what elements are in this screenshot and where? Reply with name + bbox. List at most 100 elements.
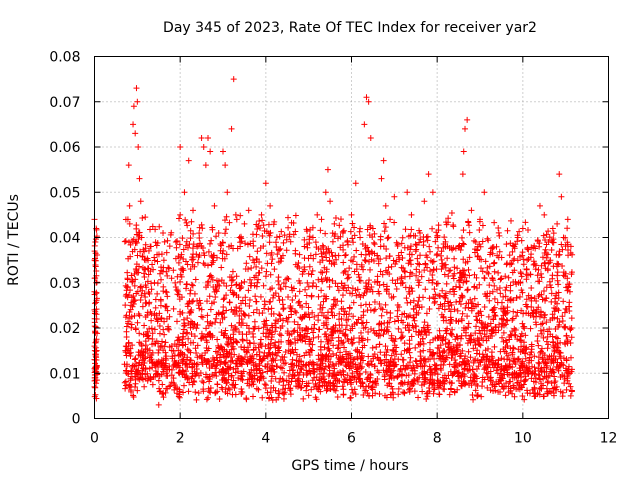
background-point: [555, 261, 562, 268]
background-point: [212, 389, 219, 396]
background-point: [164, 307, 171, 314]
background-point: [340, 269, 347, 276]
background-point: [434, 280, 441, 287]
background-point: [498, 372, 505, 379]
background-point: [536, 360, 543, 367]
background-point: [156, 330, 163, 337]
background-point: [186, 241, 193, 248]
background-point: [193, 396, 200, 403]
background-point: [129, 278, 136, 285]
background-point: [437, 342, 444, 349]
background-point: [365, 329, 372, 336]
background-point: [468, 300, 475, 307]
background-point: [499, 320, 506, 327]
background-point: [502, 392, 509, 399]
background-point: [500, 316, 507, 323]
data-point: [132, 130, 139, 137]
data-point: [460, 148, 467, 155]
background-point: [283, 247, 290, 254]
background-point: [148, 286, 155, 293]
background-point: [541, 314, 548, 321]
y-tick-label: 0.01: [49, 366, 80, 382]
background-point: [262, 382, 269, 389]
background-point: [134, 288, 141, 295]
background-point: [205, 322, 212, 329]
background-point: [387, 314, 394, 321]
background-point: [424, 254, 431, 261]
background-point: [267, 229, 274, 236]
background-point: [395, 325, 402, 332]
y-tick-label: 0.02: [49, 321, 80, 337]
background-point: [161, 331, 168, 338]
data-point: [130, 121, 137, 128]
background-point: [517, 269, 524, 276]
background-point: [230, 276, 237, 283]
background-point: [190, 230, 197, 237]
background-point: [175, 259, 182, 266]
background-point: [259, 217, 266, 224]
background-point: [207, 306, 214, 313]
background-point: [478, 393, 485, 400]
background-point: [298, 366, 305, 373]
background-point: [549, 333, 556, 340]
background-point: [407, 385, 414, 392]
background-point: [405, 372, 412, 379]
background-point: [199, 225, 206, 232]
background-point: [442, 243, 449, 250]
data-point: [344, 239, 351, 246]
background-point: [407, 354, 414, 361]
background-point: [201, 356, 208, 363]
background-point: [399, 254, 406, 261]
background-point: [408, 365, 415, 372]
background-point: [177, 254, 184, 261]
background-point: [535, 342, 542, 349]
background-point: [455, 318, 462, 325]
background-point: [278, 228, 285, 235]
background-point: [500, 338, 507, 345]
background-point: [263, 268, 270, 275]
background-point: [506, 252, 513, 259]
background-point: [345, 274, 352, 281]
background-point: [355, 271, 362, 278]
background-point: [527, 254, 534, 261]
background-point: [125, 347, 132, 354]
background-point: [498, 355, 505, 362]
background-point: [466, 272, 473, 279]
background-point: [336, 310, 343, 317]
background-point: [401, 268, 408, 275]
background-point: [377, 349, 384, 356]
background-point: [246, 302, 253, 309]
background-point: [416, 341, 423, 348]
background-point: [280, 280, 287, 287]
background-point: [220, 304, 227, 311]
background-point: [531, 260, 538, 267]
background-point: [92, 262, 99, 269]
background-point: [457, 301, 464, 308]
background-point: [310, 280, 317, 287]
background-point: [537, 376, 544, 383]
background-point: [154, 258, 161, 265]
background-point: [311, 374, 318, 381]
background-point: [92, 339, 99, 346]
background-point: [178, 349, 185, 356]
background-point: [261, 381, 268, 388]
background-point: [493, 243, 500, 250]
background-point: [390, 293, 397, 300]
background-point: [315, 293, 322, 300]
background-point: [509, 364, 516, 371]
background-point: [535, 365, 542, 372]
data-point: [267, 202, 274, 209]
background-point: [353, 292, 360, 299]
data-point: [228, 125, 235, 132]
background-point: [136, 312, 143, 319]
background-point: [514, 309, 521, 316]
background-point: [280, 317, 287, 324]
background-point: [566, 299, 573, 306]
background-point: [204, 318, 211, 325]
background-point: [412, 344, 419, 351]
background-point: [154, 290, 161, 297]
background-point: [483, 369, 490, 376]
background-point: [367, 325, 374, 332]
background-point: [145, 289, 152, 296]
